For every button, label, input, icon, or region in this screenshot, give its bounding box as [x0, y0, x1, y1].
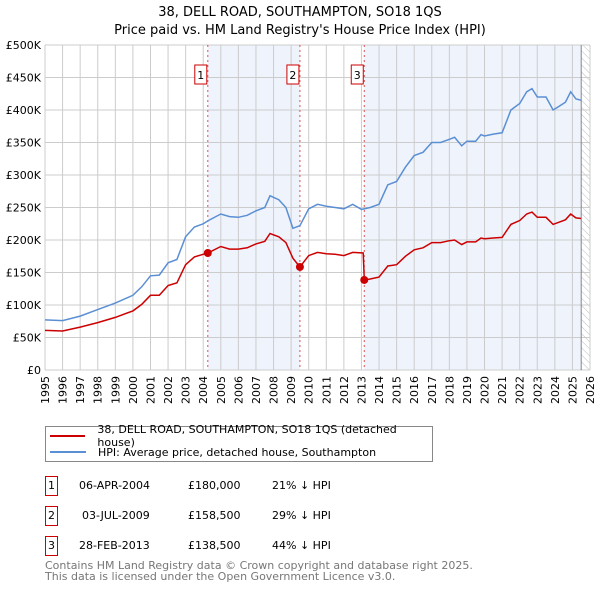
y-tick-label: £0 — [27, 364, 41, 377]
sale-date: 06-APR-2004 — [79, 479, 151, 492]
legend-item-property: 38, DELL ROAD, SOUTHAMPTON, SO18 1QS (de… — [50, 423, 432, 449]
series-line — [44, 211, 582, 332]
y-tick-label: £500K — [6, 39, 42, 52]
legend-item-hpi: HPI: Average price, detached house, Sout… — [50, 444, 376, 460]
legend-label-property: 38, DELL ROAD, SOUTHAMPTON, SO18 1QS (de… — [97, 423, 397, 449]
x-tick-label: 2025 — [566, 376, 579, 404]
x-tick-label: 1996 — [57, 376, 70, 404]
sale-label-box — [350, 64, 364, 85]
y-tick-label: £350K — [6, 137, 42, 150]
sale-label: 3 — [354, 69, 361, 82]
x-tick-label: 2022 — [514, 376, 527, 404]
footer-line-2: This data is licensed under the Open Gov… — [45, 570, 396, 583]
sale-number: 3 — [45, 536, 58, 556]
sale-hpi-diff: 29% ↓ HPI — [272, 509, 331, 522]
sale-price: £138,500 — [188, 539, 241, 552]
sale-point — [295, 262, 304, 271]
x-tick-label: 2007 — [250, 376, 263, 404]
x-tick-label: 2003 — [180, 376, 193, 404]
x-tick-label: 2002 — [162, 376, 175, 404]
price-chart: 1995 1996 1997 1998 1999 2000 2001 2002 2003 2004… — [6, 39, 597, 404]
footer: Contains HM Land Registry data © Crown c… — [45, 560, 473, 582]
sale-label: 2 — [289, 69, 296, 82]
sale-number: 2 — [45, 506, 58, 526]
y-tick-label: £300K — [6, 169, 42, 182]
x-tick-label: 2005 — [215, 376, 228, 404]
sale-number: 1 — [45, 476, 58, 496]
x-tick-label: 2012 — [338, 376, 351, 404]
x-tick-label: 2026 — [584, 376, 597, 404]
y-tick-label: £50K — [13, 332, 42, 345]
y-tick-label: £250K — [6, 202, 42, 215]
x-tick-label: 2004 — [197, 376, 210, 404]
sale-date: 28-FEB-2013 — [79, 539, 150, 552]
x-tick-label: 2015 — [391, 376, 404, 404]
x-tick-label: 2009 — [285, 376, 298, 404]
x-tick-label: 2023 — [531, 376, 544, 404]
x-tick-label: 2017 — [426, 376, 439, 404]
x-tick-label: 2016 — [408, 376, 421, 404]
x-tick-label: 1999 — [109, 376, 122, 404]
series-line — [44, 87, 582, 322]
sale-point — [360, 275, 369, 284]
y-tick-label: £100K — [6, 299, 42, 312]
x-tick-label: 2014 — [373, 376, 386, 404]
subtitle: Price paid vs. HM Land Registry's House … — [114, 23, 486, 38]
legend: 38, DELL ROAD, SOUTHAMPTON, SO18 1QS (de… — [45, 423, 433, 462]
sale-price: £180,000 — [188, 479, 241, 492]
x-tick-label: 2008 — [268, 376, 281, 404]
x-tick-label: 2006 — [232, 376, 245, 404]
sale-label-box — [194, 64, 208, 85]
sale-hpi-diff: 44% ↓ HPI — [272, 539, 331, 552]
y-tick-label: £450K — [6, 72, 42, 85]
footer-line-1: Contains HM Land Registry data © Crown c… — [45, 559, 473, 572]
x-tick-label: 2010 — [303, 376, 316, 404]
x-tick-label: 2000 — [127, 376, 140, 404]
x-tick-label: 1997 — [74, 376, 87, 404]
title: 38, DELL ROAD, SOUTHAMPTON, SO18 1QS — [158, 5, 442, 20]
y-tick-label: £200K — [6, 234, 42, 247]
x-tick-label: 2018 — [443, 376, 456, 404]
legend-swatch-hpi — [50, 451, 86, 453]
sale-price: £158,500 — [188, 509, 241, 522]
x-tick-label: 2001 — [144, 376, 157, 404]
y-tick-label: £400K — [6, 104, 42, 117]
legend-swatch-property — [50, 435, 86, 437]
x-tick-label: 2021 — [496, 376, 509, 404]
sale-date: 03-JUL-2009 — [82, 509, 150, 522]
y-tick-label: £150K — [6, 267, 42, 280]
chart-title: 38, DELL ROAD, SOUTHAMPTON, SO18 1QS Pri… — [0, 4, 600, 40]
x-tick-label: 1995 — [39, 376, 52, 404]
x-tick-label: 2011 — [320, 376, 333, 404]
sale-label-box — [286, 64, 300, 85]
x-tick-label: 1998 — [92, 376, 105, 404]
x-tick-label: 2019 — [461, 376, 474, 404]
sale-hpi-diff: 21% ↓ HPI — [272, 479, 331, 492]
x-tick-label: 2020 — [479, 376, 492, 404]
sale-point — [203, 249, 212, 257]
x-tick-label: 2013 — [355, 376, 368, 404]
legend-label-hpi: HPI: Average price, detached house, Sout… — [98, 445, 377, 459]
x-tick-label: 2024 — [549, 376, 562, 404]
sale-label: 1 — [197, 69, 204, 82]
